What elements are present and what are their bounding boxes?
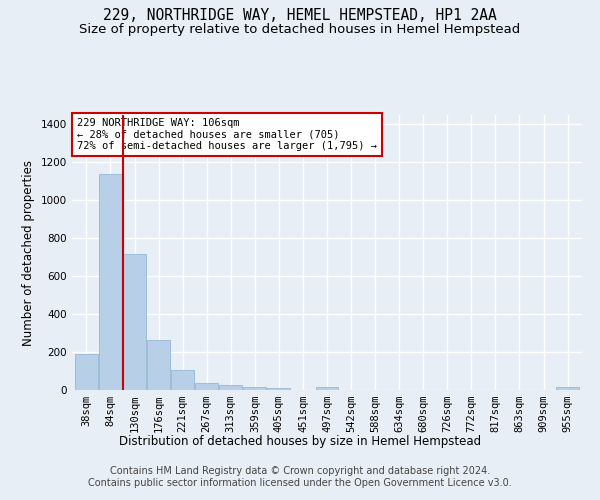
Bar — [556, 388, 579, 390]
Text: Distribution of detached houses by size in Hemel Hempstead: Distribution of detached houses by size … — [119, 435, 481, 448]
Text: Contains HM Land Registry data © Crown copyright and database right 2024.
Contai: Contains HM Land Registry data © Crown c… — [88, 466, 512, 487]
Text: 229 NORTHRIDGE WAY: 106sqm
← 28% of detached houses are smaller (705)
72% of sem: 229 NORTHRIDGE WAY: 106sqm ← 28% of deta… — [77, 118, 377, 151]
Bar — [195, 384, 218, 390]
Bar — [316, 388, 338, 390]
Bar — [171, 370, 194, 390]
Bar — [268, 388, 290, 390]
Bar — [75, 354, 98, 390]
Bar — [244, 388, 266, 390]
Bar — [147, 340, 170, 390]
Bar — [99, 174, 122, 390]
Bar — [123, 254, 146, 390]
Text: 229, NORTHRIDGE WAY, HEMEL HEMPSTEAD, HP1 2AA: 229, NORTHRIDGE WAY, HEMEL HEMPSTEAD, HP… — [103, 8, 497, 22]
Y-axis label: Number of detached properties: Number of detached properties — [22, 160, 35, 346]
Text: Size of property relative to detached houses in Hemel Hempstead: Size of property relative to detached ho… — [79, 22, 521, 36]
Bar — [220, 385, 242, 390]
